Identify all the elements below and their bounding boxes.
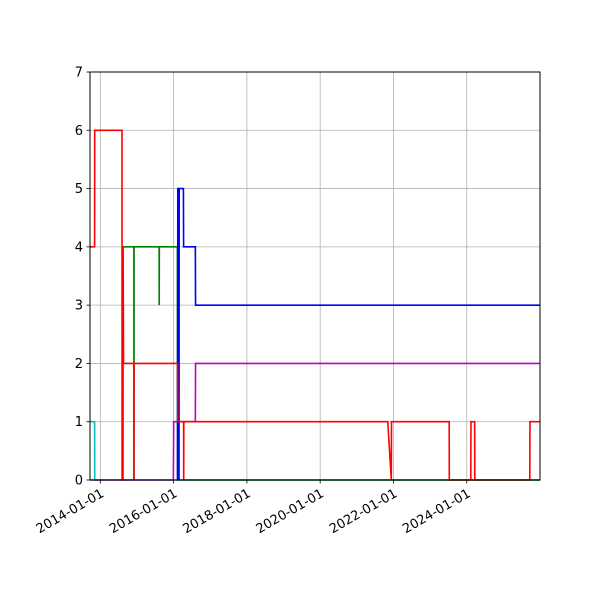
series-line-3 (176, 187, 540, 481)
y-tick-label: 5 (75, 182, 83, 197)
y-tick-label: 4 (75, 240, 83, 255)
y-tick-label: 3 (75, 299, 83, 314)
y-tick-label: 2 (75, 357, 83, 372)
y-tick-label: 7 (75, 66, 83, 81)
y-tick-label: 1 (75, 415, 83, 430)
y-tick-label: 0 (75, 474, 83, 489)
plot-frame (89, 71, 541, 481)
y-tick-label: 6 (75, 124, 83, 139)
